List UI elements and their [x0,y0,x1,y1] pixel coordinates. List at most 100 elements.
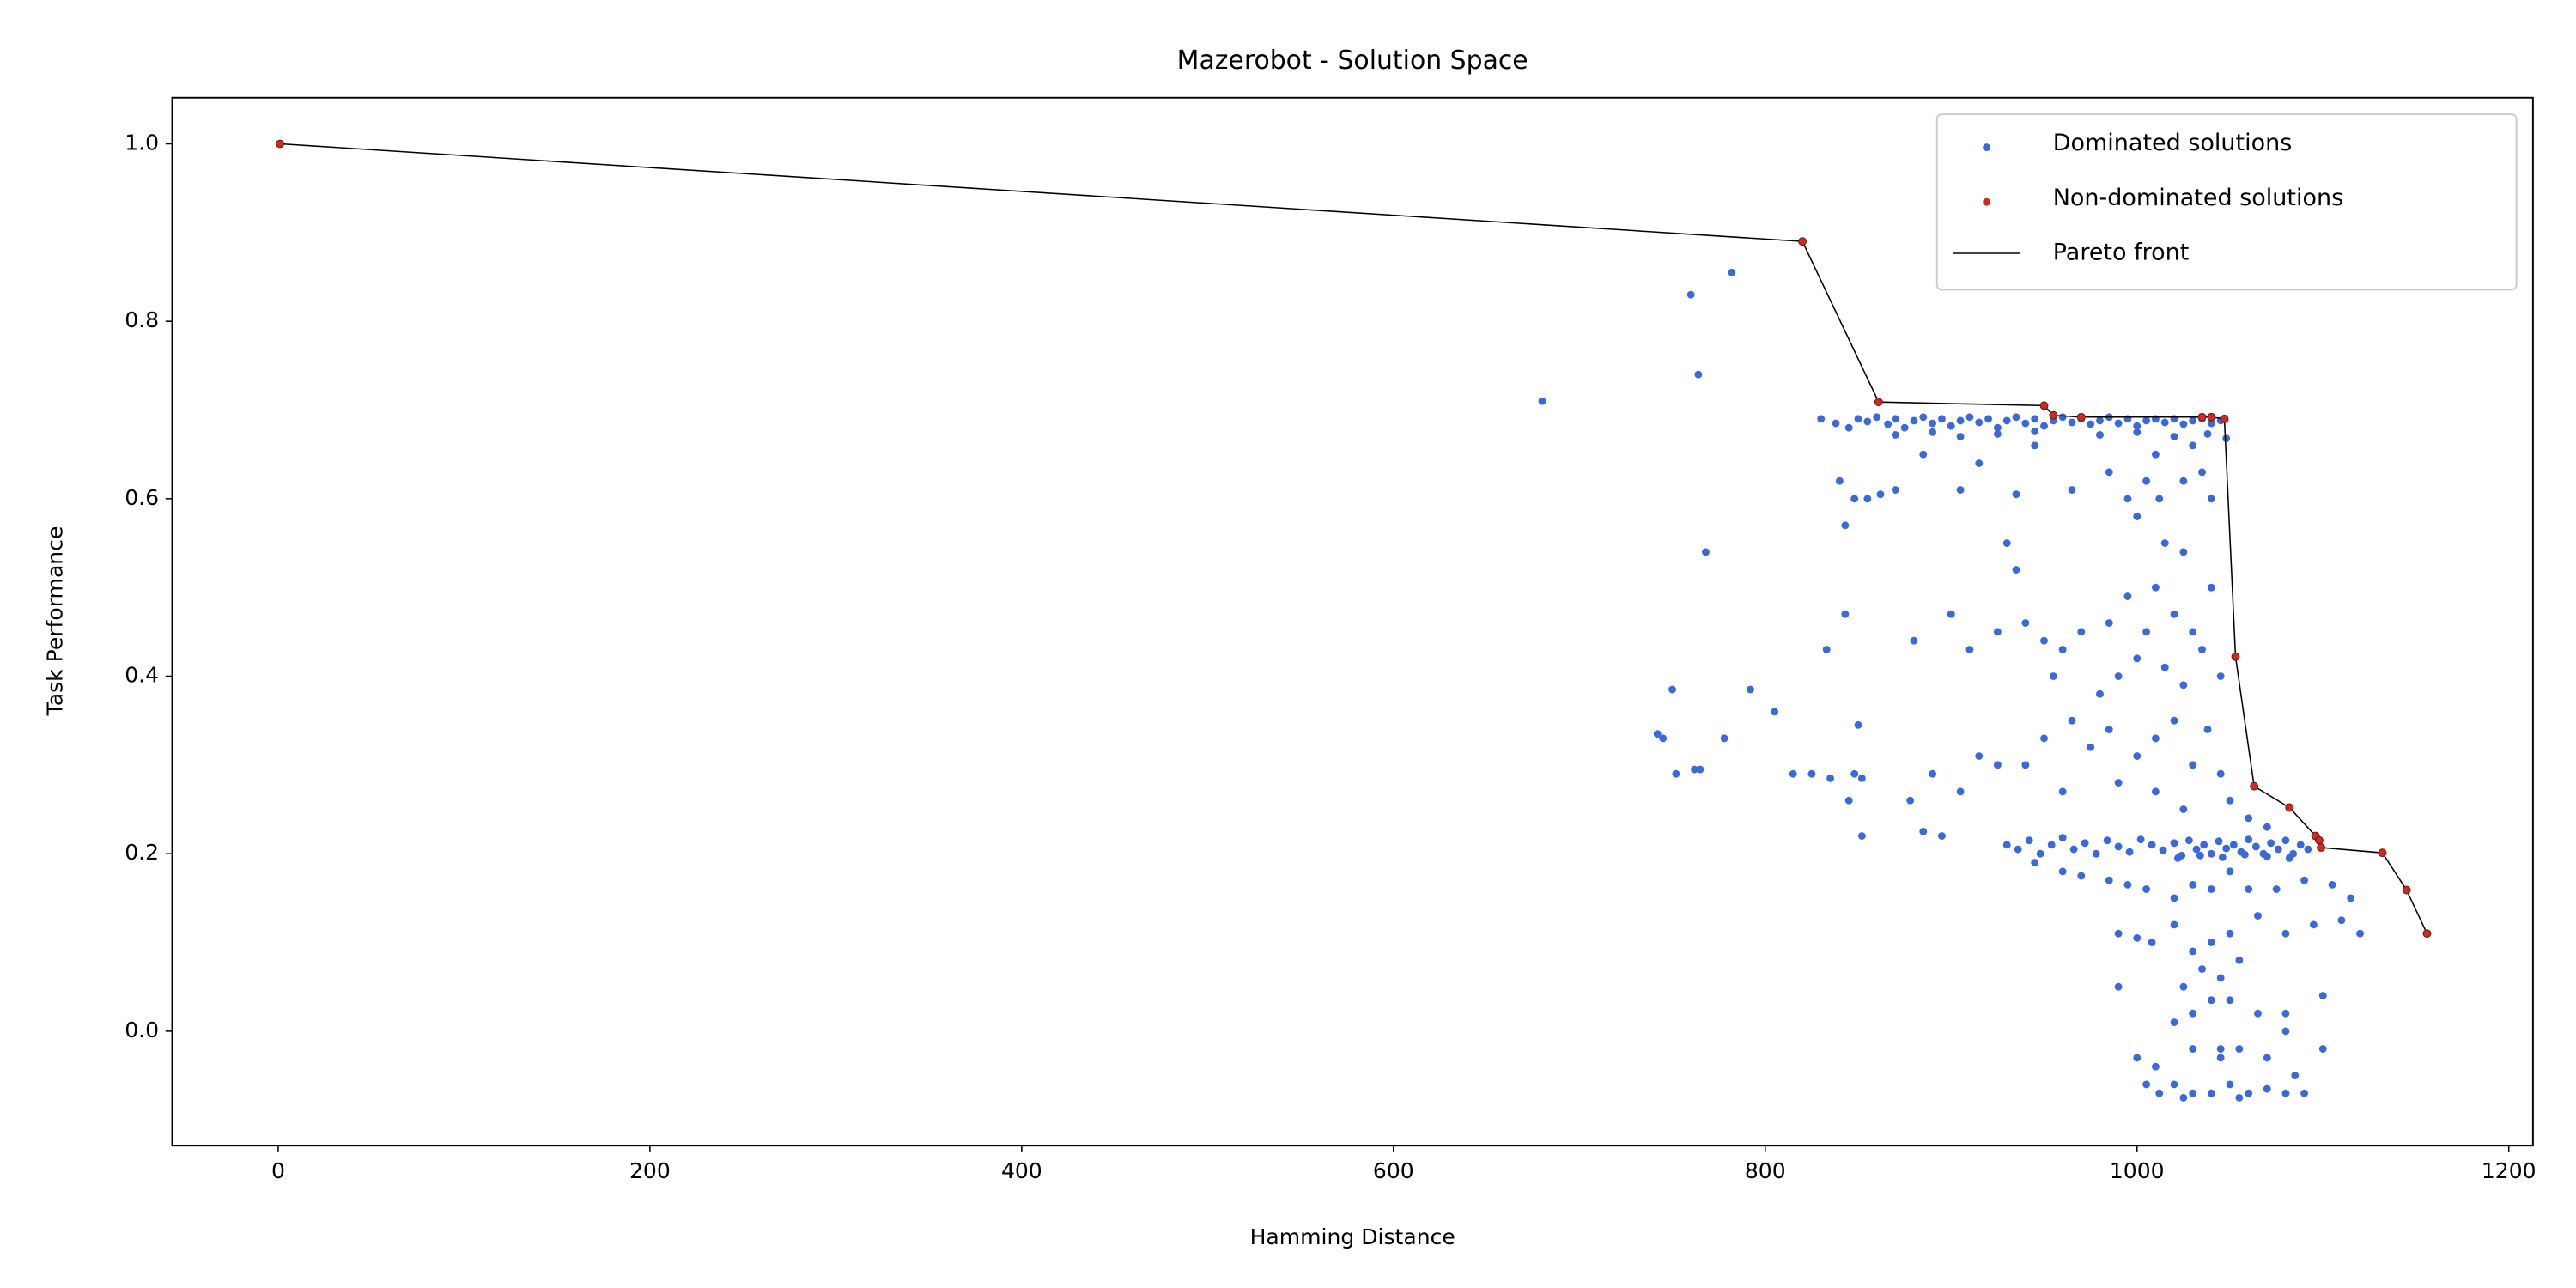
data-point [2328,880,2336,889]
data-point [2047,841,2056,849]
data-point [1863,417,1872,426]
data-point [2142,477,2151,485]
x-tick-label: 0 [271,1158,285,1183]
data-point [2197,412,2207,422]
data-point [1702,548,1710,556]
data-point [2229,841,2238,849]
data-point [1975,418,1984,427]
pareto-line [280,143,2428,934]
data-point [2272,885,2281,893]
data-point [2103,836,2111,845]
data-point [2184,836,2193,845]
data-point [2189,880,2197,889]
data-point [2136,835,2145,844]
y-tick-label: 0.0 [125,1018,159,1042]
data-point [2192,845,2201,854]
data-point [2200,841,2208,849]
data-point [2040,734,2048,743]
data-point [1919,827,1928,835]
data-point [1984,415,1993,423]
data-point [2058,787,2067,796]
data-point [2189,416,2197,425]
data-point [2036,849,2044,858]
data-point [2281,1009,2290,1018]
x-tick-label: 600 [1373,1158,1414,1183]
data-point [1993,628,2002,636]
data-point [1720,734,1728,743]
data-point [2151,787,2160,796]
data-point [1938,415,1946,423]
data-point [2179,1093,2188,1102]
data-point [2173,854,2182,862]
data-point [2170,415,2178,423]
data-point [2402,885,2411,895]
data-point [2281,836,2290,845]
data-point [1691,765,1698,774]
data-point [2216,769,2225,778]
data-point [2220,414,2229,423]
data-point [2170,716,2178,725]
data-point [1822,646,1831,653]
data-point [1659,734,1668,743]
data-point [2114,842,2123,851]
data-point [2216,1054,2225,1062]
data-point [1891,415,1899,423]
legend-swatch [1983,197,1991,206]
data-point [1817,415,1826,423]
data-point [1771,708,1779,716]
data-point [2133,654,2142,663]
data-point [1850,495,1859,503]
data-point [1686,290,1695,299]
data-point [2142,885,2151,893]
data-point [2198,965,2206,973]
data-point [2226,996,2234,1005]
chart-title: Mazerobot - Solution Space [1177,46,1528,76]
data-point [1874,398,1883,407]
data-point [2012,413,2020,422]
data-point [2058,867,2067,876]
data-point [2170,433,2178,440]
data-point [2304,845,2312,854]
data-point [1975,459,1984,467]
data-point [2216,1045,2225,1053]
data-point [2245,814,2253,823]
data-point [1826,774,1834,782]
data-point [2337,916,2346,925]
data-point [1993,429,2002,438]
data-point [1538,397,1546,405]
legend-label: Non-dominated solutions [2053,185,2343,211]
data-point [2096,690,2104,698]
data-point [2179,420,2188,428]
data-point [2318,1045,2327,1053]
data-point [1900,423,1909,432]
data-point [2105,619,2113,627]
data-point [2114,982,2123,991]
x-tick-label: 1000 [2110,1158,2165,1183]
data-point [2263,852,2271,860]
data-point [2300,1089,2309,1097]
data-point [2087,420,2095,428]
data-point [2226,867,2234,876]
y-tick-label: 1.0 [125,130,159,155]
data-point [2002,539,2011,547]
data-point [2114,672,2123,680]
data-point [2133,422,2142,430]
data-point [2226,1080,2234,1089]
data-point [2151,583,2160,592]
data-point [2170,1018,2178,1026]
y-axis-label: Task Performance [43,526,68,717]
data-point [1993,761,2002,769]
data-point [1910,636,1918,645]
data-point [2235,956,2244,964]
data-point [2222,434,2231,443]
data-point [2254,912,2262,920]
data-point [2254,1009,2262,1018]
data-point [2012,566,2020,574]
data-point [1938,832,1946,840]
x-tick-label: 800 [1745,1158,1786,1183]
data-point [2151,1062,2160,1071]
data-point [1919,450,1928,459]
data-point [2068,486,2076,494]
data-point [2245,835,2253,844]
